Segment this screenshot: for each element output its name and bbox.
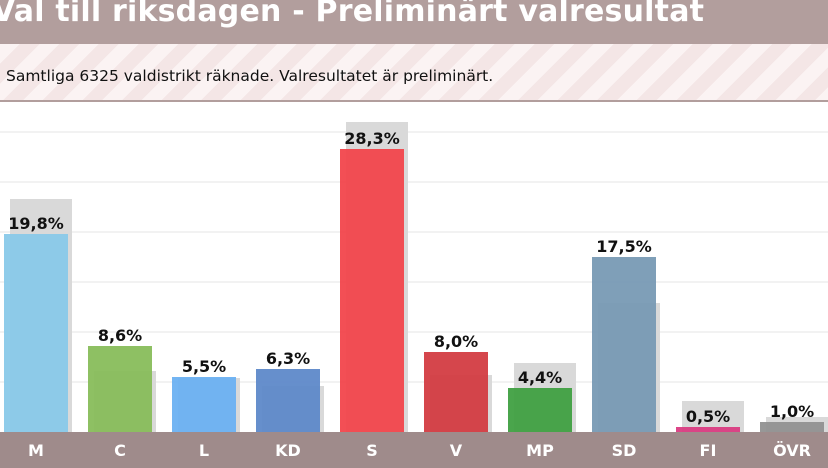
- value-label-övr: 1,0%: [770, 402, 814, 421]
- category-label-sd: SD: [611, 441, 637, 460]
- category-label-kd: KD: [275, 441, 301, 460]
- bar-v[interactable]: [424, 352, 488, 432]
- category-label-fi: FI: [699, 441, 717, 460]
- bar-m[interactable]: [4, 234, 68, 432]
- bar-l[interactable]: [172, 377, 236, 432]
- category-label-m: M: [28, 441, 44, 460]
- category-label-v: V: [449, 441, 463, 460]
- value-label-m: 19,8%: [8, 214, 64, 233]
- category-axis-bar: [0, 432, 828, 468]
- bar-sd[interactable]: [592, 257, 656, 432]
- value-label-sd: 17,5%: [596, 237, 652, 256]
- value-label-v: 8,0%: [434, 332, 478, 351]
- header-bar: Val till riksdagen - Preliminärt valresu…: [0, 0, 828, 44]
- value-label-c: 8,6%: [98, 326, 142, 345]
- header-divider: [0, 100, 828, 102]
- category-label-övr: ÖVR: [773, 441, 811, 460]
- bar-c[interactable]: [88, 346, 152, 432]
- chart-bars: [4, 122, 828, 432]
- category-label-c: C: [114, 441, 126, 460]
- bar-övr[interactable]: [760, 422, 824, 432]
- bar-kd[interactable]: [256, 369, 320, 432]
- chart-gridlines: [0, 131, 828, 383]
- value-label-l: 5,5%: [182, 357, 226, 376]
- page-title: Val till riksdagen - Preliminärt valresu…: [0, 0, 705, 29]
- value-label-s: 28,3%: [344, 129, 400, 148]
- bar-mp[interactable]: [508, 388, 572, 432]
- value-label-mp: 4,4%: [518, 368, 562, 387]
- election-bar-chart: 19,8% 8,6% 5,5% 6,3% 28,3% 8,0% 4,4% 17,5% 0,5% 1…: [0, 122, 828, 432]
- category-label-mp: MP: [526, 441, 554, 460]
- value-label-fi: 0,5%: [686, 407, 730, 426]
- value-label-kd: 6,3%: [266, 349, 310, 368]
- category-label-s: S: [366, 441, 378, 460]
- previous-bar-fi: [682, 401, 744, 432]
- subtitle-text: Samtliga 6325 valdistrikt räknade. Valre…: [6, 67, 494, 85]
- subtitle-bar: Samtliga 6325 valdistrikt räknade. Valre…: [0, 44, 828, 100]
- category-label-l: L: [198, 441, 210, 460]
- chart-value-labels: 19,8% 8,6% 5,5% 6,3% 28,3% 8,0% 4,4% 17,5% 0,5% 1…: [8, 129, 814, 426]
- bar-fi[interactable]: [676, 427, 740, 432]
- bar-s[interactable]: [340, 149, 404, 432]
